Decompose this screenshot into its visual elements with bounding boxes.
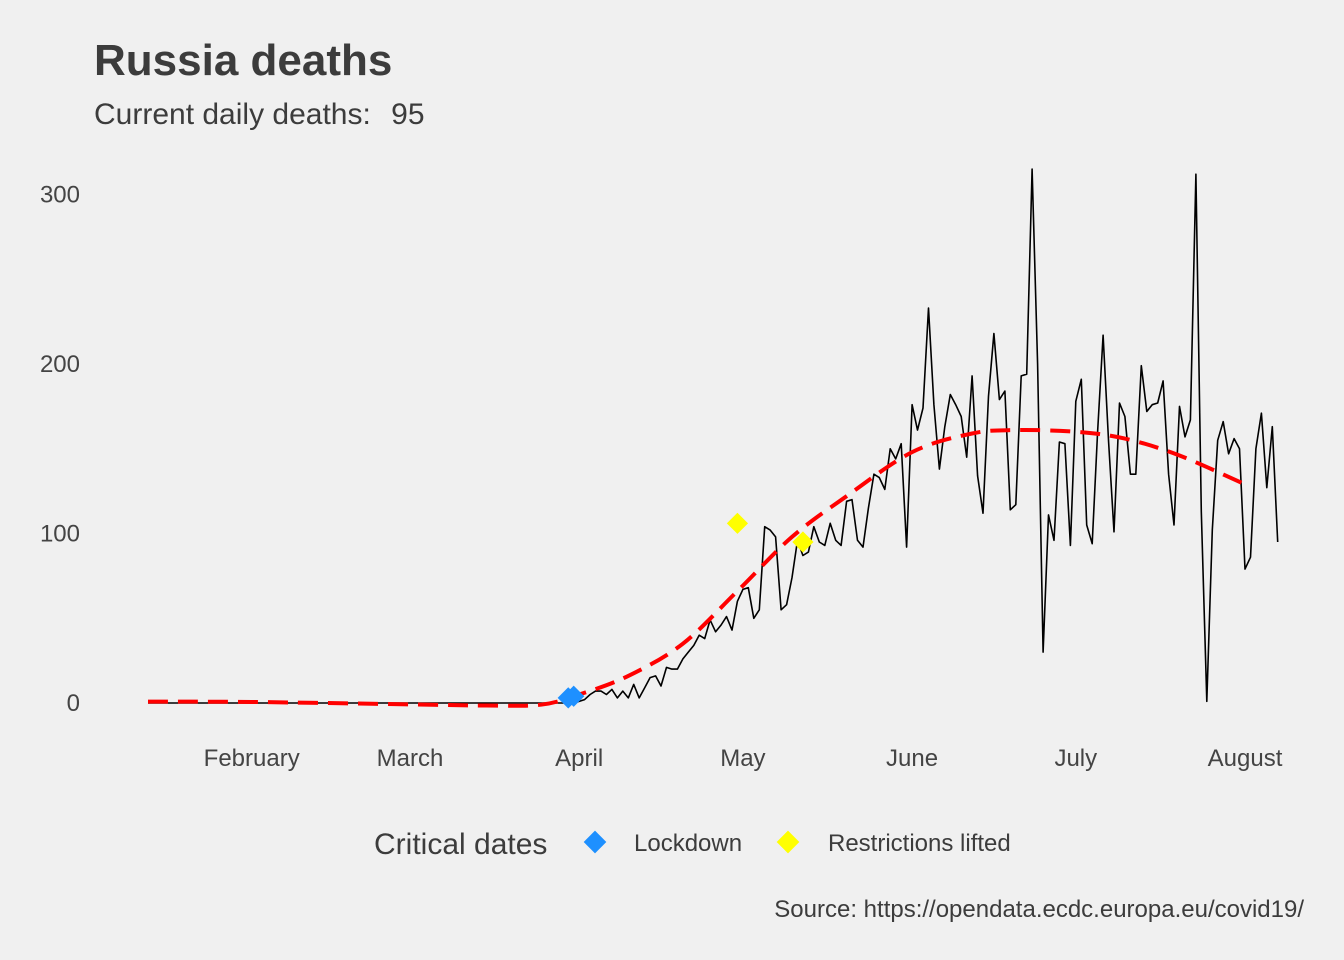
x-tick-label: August xyxy=(1208,745,1283,772)
restrictions-lifted-marker xyxy=(726,512,749,534)
subtitle-label: Current daily deaths: xyxy=(94,98,371,131)
x-tick-label: July xyxy=(1054,745,1097,772)
legend-key-restrictions-lifted xyxy=(776,830,800,854)
subtitle-value: 95 xyxy=(391,98,424,131)
trend-line xyxy=(147,428,1246,708)
x-axis-ticks: February March April May June July August xyxy=(204,745,1283,772)
lockdown-marker xyxy=(563,685,585,707)
chart-subtitle: Current daily deaths: 95 xyxy=(94,98,425,131)
legend-label-lockdown: Lockdown xyxy=(634,830,742,857)
y-tick-label: 100 xyxy=(40,521,80,548)
y-tick-label: 300 xyxy=(40,182,80,209)
legend-key-lockdown xyxy=(583,830,607,854)
x-tick-label: June xyxy=(886,745,938,772)
x-tick-label: May xyxy=(720,745,765,772)
plot-area xyxy=(147,168,1279,709)
legend-label-restrictions-lifted: Restrictions lifted xyxy=(828,830,1011,857)
restrictions-lifted-marker xyxy=(792,531,814,553)
x-tick-label: April xyxy=(555,745,603,772)
legend-title: Critical dates xyxy=(374,828,547,861)
chart-title: Russia deaths xyxy=(94,36,392,85)
legend: Critical dates Lockdown Restrictions lif… xyxy=(374,828,1011,861)
x-tick-label: March xyxy=(377,745,444,772)
y-axis-ticks: 0 100 200 300 xyxy=(40,182,80,718)
source-caption: Source: https://opendata.ecdc.europa.eu/… xyxy=(774,896,1304,923)
y-tick-label: 200 xyxy=(40,351,80,378)
y-tick-label: 0 xyxy=(67,690,80,717)
x-tick-label: February xyxy=(204,745,300,772)
daily-deaths-line xyxy=(148,168,1279,704)
